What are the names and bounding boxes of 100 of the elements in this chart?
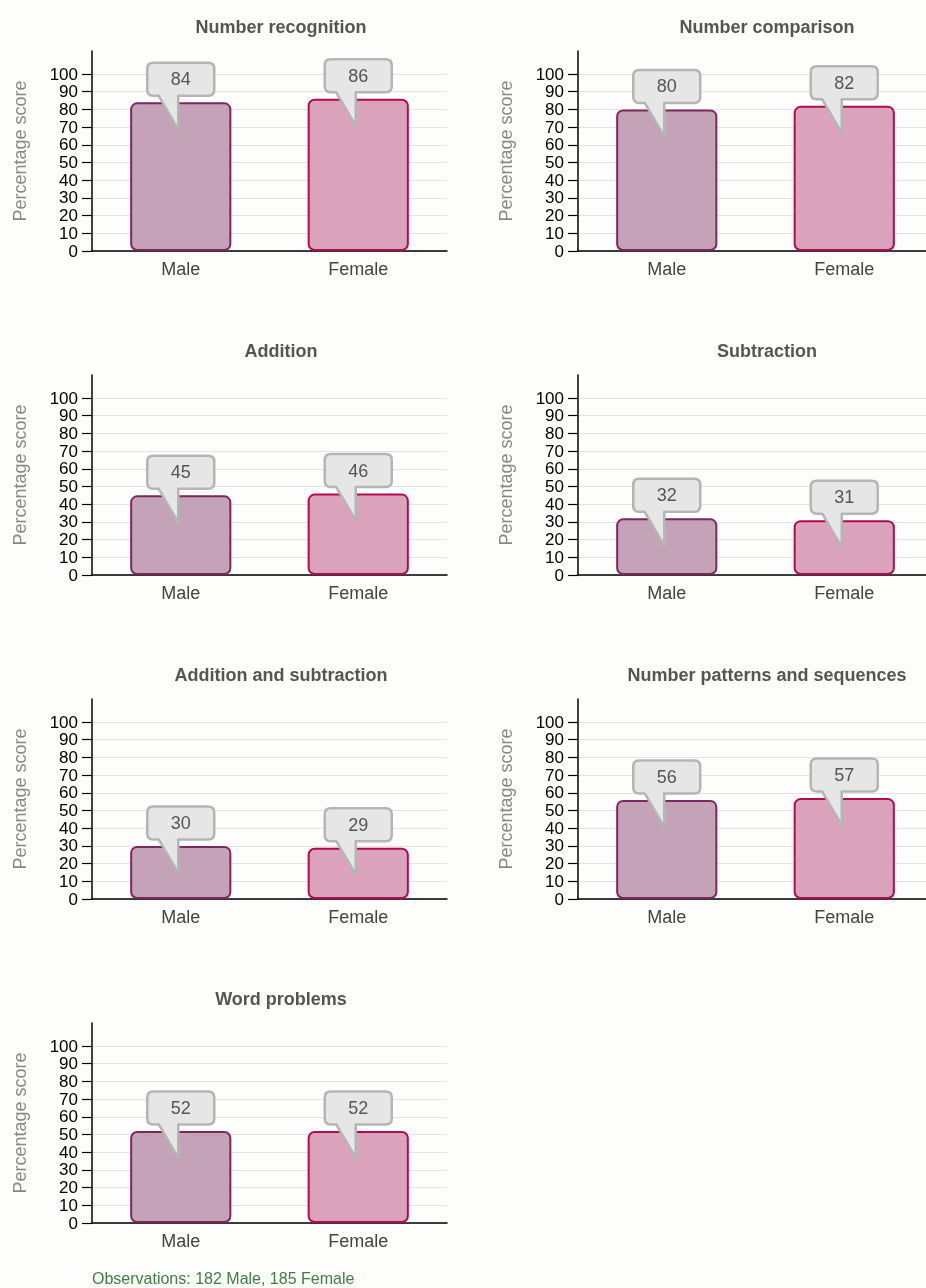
data-label: 57 xyxy=(834,765,855,786)
x-tick-label: Female xyxy=(814,583,875,603)
y-tick-label: 30 xyxy=(59,1160,78,1180)
x-tick-label: Male xyxy=(161,907,201,927)
y-tick-label: 50 xyxy=(59,153,78,172)
y-tick-label: 40 xyxy=(59,170,78,190)
y-tick-label: 0 xyxy=(68,889,78,909)
data-label: 46 xyxy=(348,460,369,481)
y-tick-label: 50 xyxy=(59,477,78,496)
y-tick-label: 40 xyxy=(545,170,564,190)
y-tick-label: 40 xyxy=(545,818,564,838)
y-tick-label: 100 xyxy=(49,388,78,408)
y-tick-label: 90 xyxy=(545,406,564,426)
y-tick-label: 90 xyxy=(545,82,564,102)
y-tick-label: 60 xyxy=(59,135,78,155)
data-label: 29 xyxy=(348,814,369,835)
y-tick-label: 70 xyxy=(59,765,78,785)
y-axis-title: Percentage score xyxy=(10,404,30,546)
y-tick-label: 70 xyxy=(59,441,78,461)
y-tick-label: 50 xyxy=(59,1125,78,1144)
y-tick-label: 20 xyxy=(59,854,78,874)
x-tick-label: Female xyxy=(328,259,389,279)
data-label: 45 xyxy=(170,462,191,483)
x-tick-label: Male xyxy=(647,907,687,927)
data-label: 82 xyxy=(834,72,855,93)
y-tick-label: 30 xyxy=(59,836,78,856)
y-axis-title: Percentage score xyxy=(496,404,516,546)
y-tick-label: 20 xyxy=(545,530,564,550)
y-tick-label: 100 xyxy=(535,64,564,84)
y-tick-label: 80 xyxy=(59,423,78,443)
y-tick-label: 60 xyxy=(59,459,78,479)
y-tick-label: 70 xyxy=(545,765,564,785)
y-tick-label: 70 xyxy=(59,117,78,137)
y-tick-label: 100 xyxy=(49,64,78,84)
y-tick-label: 50 xyxy=(545,477,564,496)
y-tick-label: 20 xyxy=(59,530,78,550)
y-tick-label: 90 xyxy=(59,730,78,750)
y-tick-label: 90 xyxy=(59,406,78,426)
y-tick-label: 30 xyxy=(59,188,78,208)
data-label: 80 xyxy=(656,76,677,97)
x-tick-label: Female xyxy=(814,907,875,927)
y-tick-label: 70 xyxy=(545,117,564,137)
y-tick-label: 80 xyxy=(59,1071,78,1091)
y-tick-label: 0 xyxy=(554,241,564,261)
y-tick-label: 60 xyxy=(59,1107,78,1127)
y-tick-label: 10 xyxy=(545,871,564,891)
y-tick-label: 50 xyxy=(545,801,564,820)
y-tick-label: 0 xyxy=(68,565,78,585)
y-tick-label: 30 xyxy=(545,512,564,532)
y-tick-label: 60 xyxy=(545,459,564,479)
y-tick-label: 10 xyxy=(59,547,78,567)
y-tick-label: 30 xyxy=(545,836,564,856)
y-tick-label: 0 xyxy=(554,889,564,909)
data-label: 31 xyxy=(834,487,855,508)
y-axis-title: Percentage score xyxy=(496,80,516,222)
data-label: 32 xyxy=(656,485,677,506)
x-tick-label: Male xyxy=(647,583,687,603)
y-tick-label: 100 xyxy=(535,388,564,408)
y-tick-label: 70 xyxy=(59,1089,78,1109)
y-tick-label: 40 xyxy=(59,1142,78,1162)
chart-title: Number comparison xyxy=(679,17,855,37)
y-tick-label: 60 xyxy=(545,783,564,803)
y-tick-label: 0 xyxy=(68,1213,78,1233)
x-tick-label: Female xyxy=(328,907,389,927)
y-axis-title: Percentage score xyxy=(10,1052,30,1194)
y-axis-title: Percentage score xyxy=(496,728,516,870)
y-tick-label: 30 xyxy=(545,188,564,208)
y-tick-label: 10 xyxy=(545,547,564,567)
y-tick-label: 100 xyxy=(49,712,78,732)
y-tick-label: 80 xyxy=(545,423,564,443)
y-tick-label: 60 xyxy=(59,783,78,803)
y-tick-label: 80 xyxy=(59,99,78,119)
data-label: 86 xyxy=(348,65,369,86)
data-label: 84 xyxy=(170,69,191,90)
y-tick-label: 10 xyxy=(59,223,78,243)
chart-title: Number patterns and sequences xyxy=(627,665,907,685)
chart-title: Number recognition xyxy=(195,17,367,37)
text: Observations: 182 Male, 185 Female xyxy=(92,1269,355,1287)
y-tick-label: 60 xyxy=(545,135,564,155)
data-label: 52 xyxy=(170,1097,191,1118)
y-tick-label: 20 xyxy=(545,206,564,226)
y-tick-label: 50 xyxy=(59,801,78,820)
y-tick-label: 10 xyxy=(59,871,78,891)
y-tick-label: 70 xyxy=(545,441,564,461)
y-tick-label: 20 xyxy=(545,854,564,874)
y-axis-title: Percentage score xyxy=(10,80,30,222)
y-tick-label: 80 xyxy=(545,747,564,767)
data-label: 52 xyxy=(348,1097,369,1118)
y-tick-label: 90 xyxy=(59,82,78,102)
x-tick-label: Female xyxy=(328,583,389,603)
chart-title: Addition xyxy=(244,341,318,361)
x-tick-label: Female xyxy=(814,259,875,279)
chart-title: Addition and subtraction xyxy=(174,665,388,685)
y-tick-label: 40 xyxy=(59,818,78,838)
y-tick-label: 20 xyxy=(59,1178,78,1198)
y-tick-label: 40 xyxy=(59,494,78,514)
y-tick-label: 0 xyxy=(554,565,564,585)
y-tick-label: 20 xyxy=(59,206,78,226)
y-tick-label: 10 xyxy=(545,223,564,243)
x-tick-label: Female xyxy=(328,1231,389,1251)
